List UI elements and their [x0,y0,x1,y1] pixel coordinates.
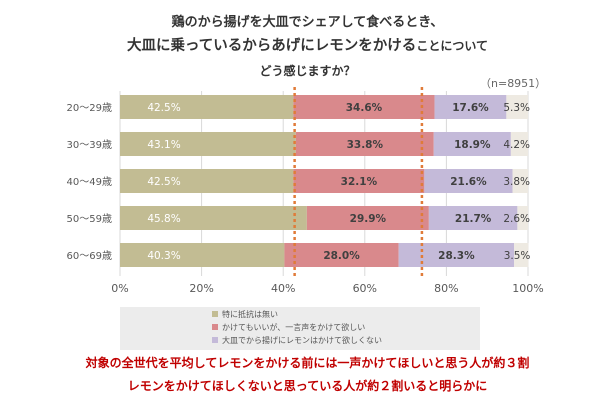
data-label: 21.7% [455,213,492,225]
data-label: 42.5% [147,176,180,188]
x-tick-label: 40% [271,282,295,295]
data-label: 18.9% [454,139,491,151]
bar-segment [434,95,507,119]
summary-note-1: 対象の全世代を平均してレモンをかける前には一声かけてほしいと思う人が約３割 [85,356,530,370]
bar-segment [433,132,511,156]
chart-title-line2: 大皿に乗っているからあげにレモンをかけることについて [0,34,615,55]
bar-segment [306,206,429,230]
x-tick-label: 60% [353,282,377,295]
data-label: 29.9% [350,213,387,225]
data-label: 42.5% [147,102,180,114]
bar-segment [512,169,528,193]
data-label: 43.1% [147,139,180,151]
chart-title-line2-main: 大皿に乗っているからあげにレモンをかける [127,38,417,54]
legend-item-no-resistance: 特に抵抗は無い [212,310,278,320]
data-label: 4.2% [503,139,530,151]
category-label: 40～49歳 [67,176,112,188]
bar-segment [120,95,294,119]
bar-segment [120,132,296,156]
chart-title-line3: どう感じますか？ [259,64,356,78]
x-tick-label: 80% [434,282,458,295]
data-label: 28.0% [323,250,360,262]
legend-item-ask-first: かけてもいいが、一言声をかけて欲しい [212,323,365,333]
category-label: 60～69歳 [67,250,112,262]
data-label: 33.8% [347,139,384,151]
data-label: 17.6% [452,102,489,114]
x-tick-label: 20% [189,282,213,295]
bar-segment [295,132,434,156]
bar-segment [506,95,528,119]
legend-swatch [212,337,218,343]
bar-segment [510,132,528,156]
legend: 特に抵抗は無い かけてもいいが、一言声をかけて欲しい 大皿でから揚げにレモンはか… [120,307,480,350]
data-label: 28.3% [438,250,475,262]
data-label: 34.6% [346,102,383,114]
bar-segment [120,169,294,193]
legend-item-do-not-want: 大皿でから揚げにレモンはかけて欲しくない [212,336,382,346]
legend-label: 特に抵抗は無い [222,310,278,319]
sample-size: （n=8951） [480,77,547,90]
legend-swatch [212,311,218,317]
bar-segment [120,206,307,230]
x-tick-label: 100% [512,282,543,295]
bar-segment [293,169,425,193]
bar-segment [428,206,518,230]
x-tick-label: 0% [111,282,128,295]
chart-title-line2-tail: ことについて [416,39,488,53]
bar-segment [293,95,435,119]
category-label: 30～39歳 [67,139,112,151]
bar-segment [514,243,529,267]
category-label: 50～59歳 [67,213,112,225]
bar-segment [424,169,513,193]
data-label: 5.3% [503,102,530,114]
bar-segment [517,206,528,230]
stacked-bar-chart: 0% 20% 40% 60% 80% 100% 20～29歳 42.5% 34.6% 17.6% 5… [67,87,544,295]
category-label: 20～29歳 [67,102,112,114]
data-label: 2.6% [503,213,530,225]
chart-title-line1: 鶏のから揚げを大皿でシェアして食べるとき、 [171,15,444,30]
data-label: 3.5% [504,250,531,262]
data-label: 21.6% [450,176,487,188]
legend-label: 大皿でから揚げにレモンはかけて欲しくない [222,336,382,345]
bar-segment [398,243,515,267]
legend-swatch [212,324,218,330]
data-label: 40.3% [147,250,180,262]
data-label: 45.8% [147,213,180,225]
bar-segment [284,243,399,267]
bar-segment [120,243,285,267]
legend-label: かけてもいいが、一言声をかけて欲しい [222,323,366,332]
summary-note-2: レモンをかけてほしくないと思っている人が約２割いると明らかに [127,379,488,393]
data-label: 3.8% [503,176,530,188]
data-label: 32.1% [341,176,378,188]
